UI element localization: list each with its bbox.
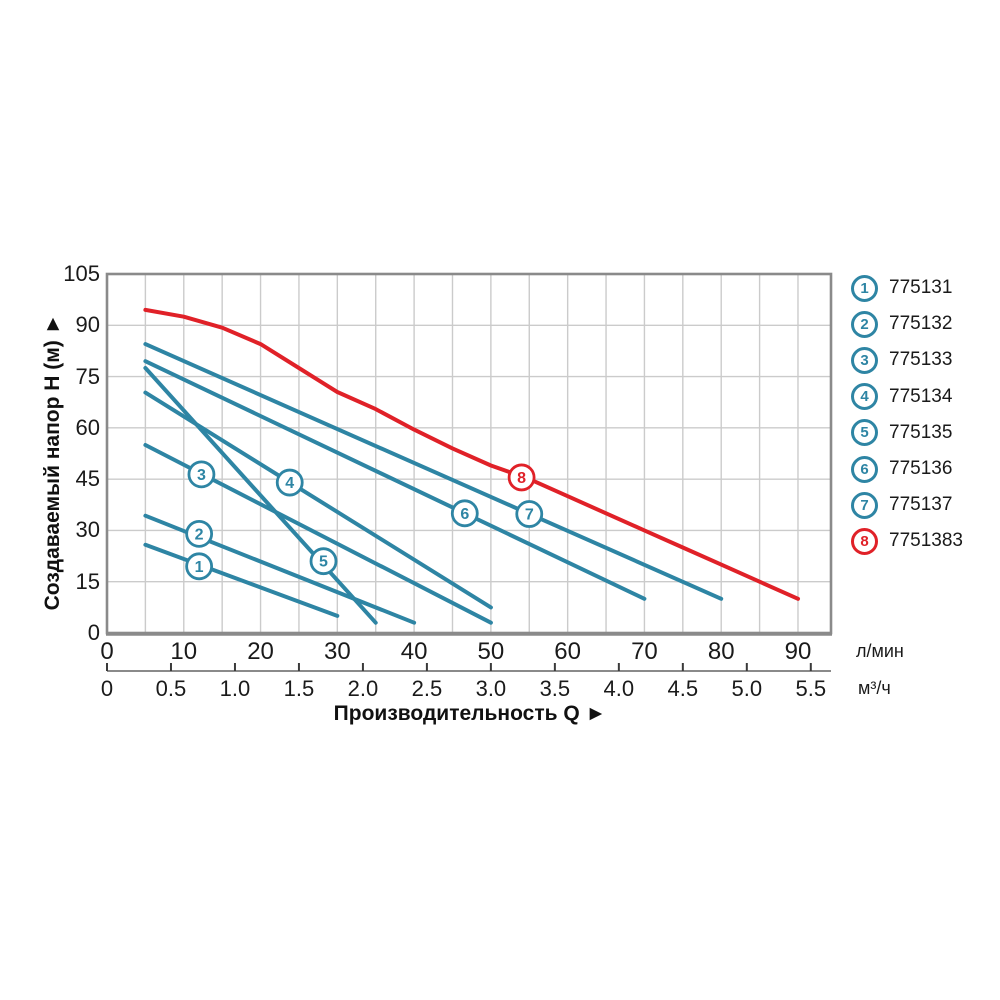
y-tick-label: 105 — [63, 261, 100, 286]
x-tick-label-lpm: 80 — [707, 638, 735, 665]
y-tick-label: 45 — [75, 466, 100, 492]
curve-5 — [143, 366, 378, 625]
curve-marker-1 — [185, 552, 214, 581]
x-tick-label-lpm: 50 — [477, 638, 505, 665]
x-tick-label-m3h: 5.5 — [795, 676, 827, 701]
curve-marker-2 — [185, 519, 214, 548]
curve-marker-number-4: 4 — [285, 475, 294, 492]
y-tick-label: 60 — [75, 414, 100, 440]
y-tick-label: 0 — [87, 620, 100, 645]
x-axis-unit-m3h: м³/ч — [858, 678, 891, 698]
curve-1 — [143, 542, 340, 618]
x-tick-label-lpm: 60 — [554, 638, 581, 665]
x-tick-label-m3h: 0.5 — [155, 676, 187, 701]
y-tick-label: 90 — [75, 312, 100, 338]
x-tick-label-m3h: 1.5 — [283, 676, 315, 701]
curve-4 — [143, 390, 493, 610]
x-tick-label-lpm: 0 — [100, 638, 114, 665]
curve-marker-8 — [507, 463, 536, 492]
x-tick-label-m3h: 4.5 — [667, 676, 699, 701]
x-tick-label-m3h: 2.5 — [411, 676, 443, 701]
x-tick-label-lpm: 10 — [170, 638, 198, 665]
curve-marker-number-5: 5 — [319, 554, 328, 571]
curve-marker-5 — [309, 547, 338, 576]
y-tick-label: 30 — [75, 517, 100, 543]
curve-6 — [143, 359, 647, 601]
x-tick-label-m3h: 0 — [100, 676, 114, 701]
curve-marker-4 — [275, 468, 304, 497]
curve-7 — [143, 342, 724, 601]
curve-marker-number-8: 8 — [517, 470, 526, 487]
x-tick-label-m3h: 3.5 — [539, 676, 571, 701]
y-tick-label: 75 — [75, 363, 100, 389]
x-tick-label-lpm: 40 — [400, 638, 428, 665]
curve-marker-number-3: 3 — [197, 467, 206, 484]
curve-marker-number-7: 7 — [525, 507, 534, 524]
y-tick-label: 15 — [75, 568, 100, 594]
x-tick-label-m3h: 5.0 — [731, 676, 763, 701]
x-tick-label-lpm: 20 — [247, 638, 274, 665]
x-tick-label-m3h: 2.0 — [347, 676, 379, 701]
curve-8 — [143, 307, 800, 601]
curve-marker-6 — [450, 499, 479, 528]
x-tick-label-m3h: 3.0 — [475, 676, 507, 701]
curve-marker-number-2: 2 — [195, 526, 204, 543]
x-tick-label-lpm: 30 — [323, 638, 351, 665]
curve-marker-7 — [515, 500, 544, 528]
x-tick-label-m3h: 1.0 — [219, 676, 251, 701]
x-tick-label-lpm: 90 — [784, 638, 812, 665]
curve-marker-number-6: 6 — [460, 506, 469, 523]
x-axis-title: Производительность Q ► — [333, 702, 607, 725]
x-tick-label-m3h: 4.0 — [603, 676, 635, 701]
x-tick-label-lpm: 70 — [631, 638, 658, 665]
curve-marker-number-1: 1 — [195, 559, 204, 576]
curve-marker-3 — [187, 460, 216, 489]
x-axis-unit-lpm: л/мин — [856, 641, 904, 661]
